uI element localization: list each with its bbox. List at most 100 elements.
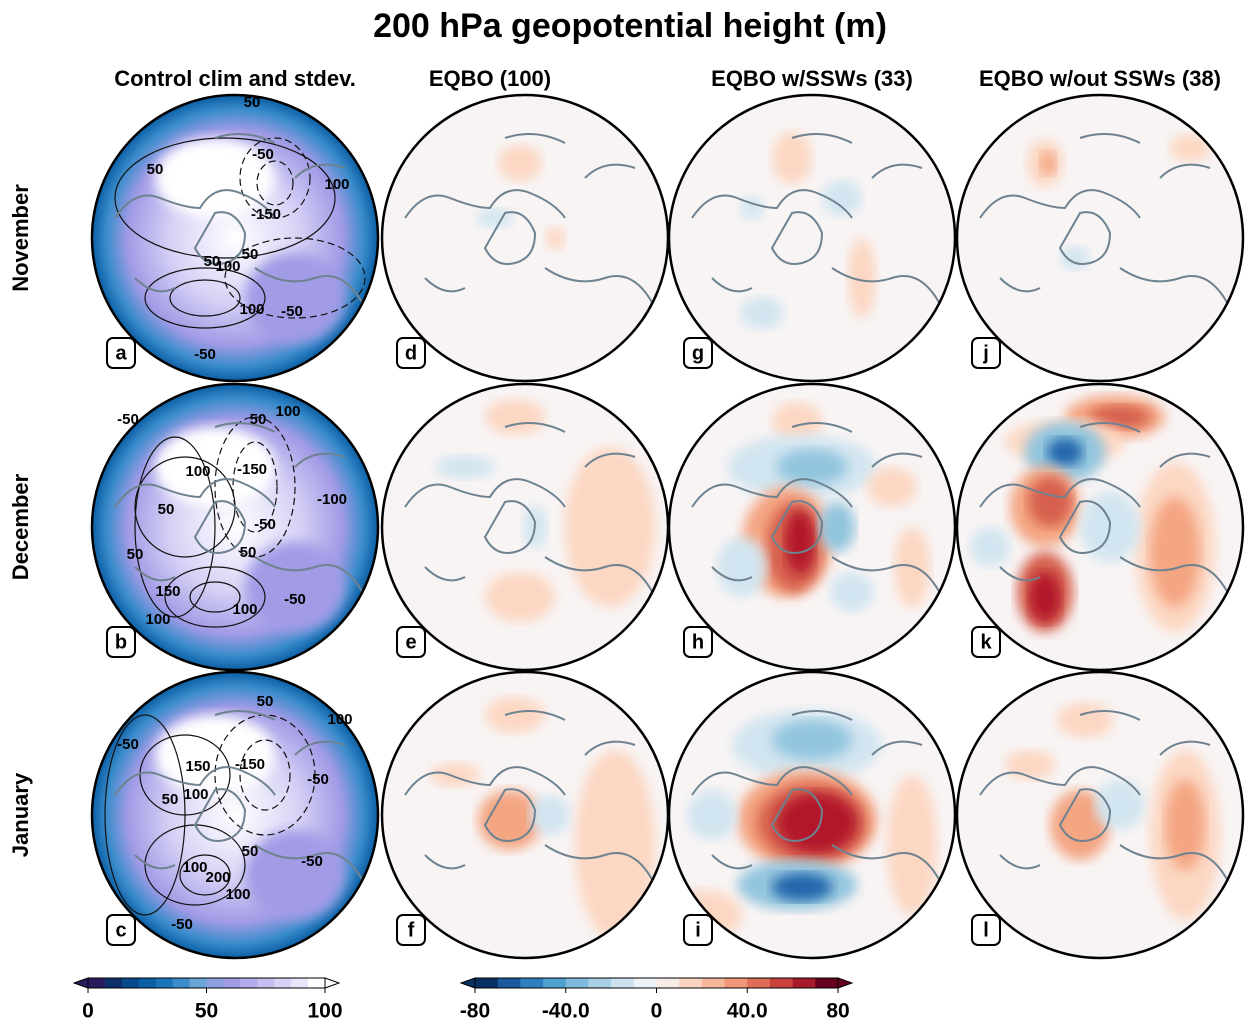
column-header: EQBO (100)	[429, 66, 551, 91]
colorbar-segment	[656, 978, 680, 988]
anomaly-patch	[1150, 497, 1200, 607]
colorbar-extend	[459, 977, 476, 989]
anomaly-patch	[485, 572, 555, 622]
colorbar-tick-label: 0	[651, 1000, 663, 1023]
contour-line	[179, 854, 231, 896]
contour-label: 100	[185, 463, 210, 480]
contour-label: -50	[117, 411, 139, 428]
contour-label: 100	[215, 258, 240, 275]
anomaly-patch	[772, 720, 852, 760]
contour-line	[214, 416, 296, 558]
anomaly-patch	[777, 449, 847, 485]
map-content	[92, 384, 378, 670]
colorbar-segment	[308, 978, 326, 988]
colorbar-segment	[189, 978, 207, 988]
colorbar-segment	[206, 978, 224, 988]
contour-line	[224, 237, 366, 319]
colorbar-segment	[611, 978, 635, 988]
contour-label: 50	[204, 253, 221, 270]
colorbar-segment	[565, 978, 589, 988]
panel-letter: d	[405, 342, 417, 364]
colorbar-segment	[172, 978, 191, 988]
colorbar-segment	[633, 978, 657, 988]
row-label: November	[8, 184, 33, 292]
anomaly-patch	[1005, 750, 1055, 780]
panel-letter: h	[692, 631, 704, 653]
anomaly-patch	[1170, 134, 1210, 162]
coastline	[691, 422, 943, 598]
anomaly-patch	[1040, 151, 1056, 175]
colorbar-segment	[701, 978, 726, 988]
anomaly-patch	[848, 238, 876, 318]
panel-letter: f	[408, 919, 415, 941]
map-panel: -50 100 50 -150 100 -100 50 -50 50 50 150 100 -50 100…	[90, 382, 380, 672]
anomaly-patch	[785, 510, 815, 574]
contour-label: -50	[284, 591, 306, 608]
colorbar-segment	[138, 978, 157, 988]
anomaly-patch	[887, 775, 937, 915]
panel-letter: j	[982, 342, 989, 364]
colorbar-segment	[815, 978, 839, 988]
map-content	[669, 384, 955, 670]
contour-label: 100	[225, 886, 250, 903]
contour-line	[104, 714, 186, 916]
colorbar-tick-label: 40.0	[727, 1000, 768, 1023]
colorbar-segment	[223, 978, 241, 988]
contour-label: -100	[317, 491, 347, 508]
contour-label: -150	[237, 461, 267, 478]
contour-label: -50	[252, 146, 274, 163]
stdev-patch	[245, 253, 345, 343]
map-border	[955, 670, 1245, 960]
stdev-patch	[245, 830, 345, 920]
colorbar-segment	[104, 978, 123, 988]
map-panel: l	[955, 670, 1245, 960]
panel-letter-box	[396, 914, 426, 946]
contour-label: 100	[327, 711, 352, 728]
anomaly-patch	[867, 467, 917, 507]
map-border	[955, 93, 1245, 383]
anomaly-patch	[1095, 780, 1145, 830]
map-border	[90, 93, 380, 383]
map-content	[382, 384, 668, 670]
map-panel: g	[667, 93, 957, 383]
anomaly-patch	[435, 455, 495, 479]
anomaly-patch	[772, 402, 822, 442]
map-content	[957, 384, 1243, 670]
colorbar-segment	[747, 978, 771, 988]
map-border	[667, 93, 957, 383]
map-panel: i	[667, 670, 957, 960]
colorbar-segment	[121, 978, 140, 988]
map-content	[382, 672, 668, 958]
colorbar-segment	[257, 978, 275, 988]
panel-letter-box	[106, 914, 136, 946]
panel-letter: b	[115, 631, 127, 653]
anomaly-patch	[772, 132, 812, 184]
map-background	[382, 95, 668, 381]
anomaly-patch	[1057, 702, 1113, 738]
anomaly-patch	[1050, 790, 1110, 860]
anomaly-patch	[970, 527, 1010, 567]
map-border	[667, 382, 957, 672]
contour-label: -150	[251, 206, 281, 223]
contour-label: 150	[185, 758, 210, 775]
anomaly-patch	[687, 790, 737, 840]
colorbar-extend	[72, 977, 89, 989]
map-panel: k	[955, 382, 1245, 672]
coastline	[114, 710, 366, 886]
colorbar-segment	[520, 978, 544, 988]
anomaly-patch	[772, 873, 832, 901]
colorbar-segment	[792, 978, 816, 988]
anomaly-patch	[498, 145, 542, 181]
map-background	[669, 95, 955, 381]
contour-label: 100	[239, 301, 264, 318]
map-content	[669, 95, 955, 381]
anomaly-patch	[717, 537, 767, 597]
contour-label: 100	[232, 601, 257, 618]
anomaly-patch	[1029, 572, 1061, 622]
contour-label: 100	[182, 859, 207, 876]
colorbar-segment	[543, 978, 567, 988]
colorbar-segment	[240, 978, 258, 988]
contour-label: 100	[275, 403, 300, 420]
